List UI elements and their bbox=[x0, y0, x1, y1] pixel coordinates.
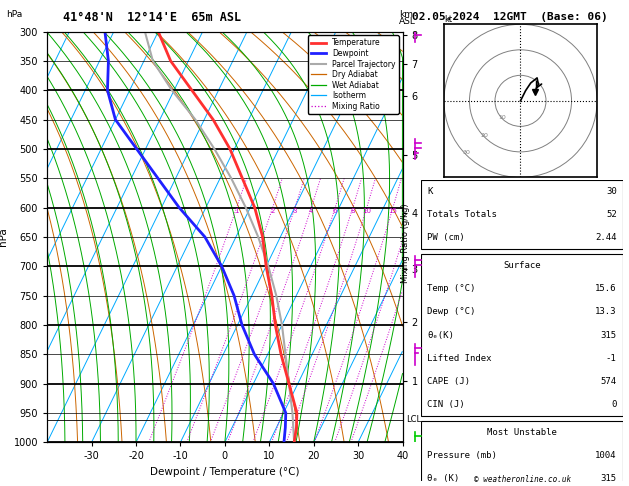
Text: Dewp (°C): Dewp (°C) bbox=[428, 308, 476, 316]
Y-axis label: hPa: hPa bbox=[0, 227, 8, 246]
Text: 315: 315 bbox=[601, 330, 616, 340]
Text: 315: 315 bbox=[601, 474, 616, 484]
Text: LCL: LCL bbox=[406, 416, 421, 424]
Text: 574: 574 bbox=[601, 377, 616, 386]
Text: CIN (J): CIN (J) bbox=[428, 400, 465, 409]
Text: CAPE (J): CAPE (J) bbox=[428, 377, 470, 386]
Text: 30: 30 bbox=[606, 187, 616, 196]
Text: 15: 15 bbox=[389, 208, 398, 213]
FancyBboxPatch shape bbox=[421, 421, 623, 486]
Text: kt: kt bbox=[444, 15, 452, 24]
X-axis label: Dewpoint / Temperature (°C): Dewpoint / Temperature (°C) bbox=[150, 467, 299, 477]
Text: 02.05.2024  12GMT  (Base: 06): 02.05.2024 12GMT (Base: 06) bbox=[412, 12, 608, 22]
Text: 15.6: 15.6 bbox=[595, 284, 616, 293]
Text: Mixing Ratio (g/kg): Mixing Ratio (g/kg) bbox=[401, 203, 410, 283]
Text: 1004: 1004 bbox=[595, 451, 616, 460]
Text: 8: 8 bbox=[350, 208, 355, 213]
FancyBboxPatch shape bbox=[421, 180, 623, 249]
Text: 41°48'N  12°14'E  65m ASL: 41°48'N 12°14'E 65m ASL bbox=[63, 11, 241, 23]
Text: Temp (°C): Temp (°C) bbox=[428, 284, 476, 293]
FancyBboxPatch shape bbox=[421, 254, 623, 417]
Text: 2: 2 bbox=[270, 208, 275, 213]
Text: K: K bbox=[428, 187, 433, 196]
Text: 10: 10 bbox=[362, 208, 371, 213]
Text: Pressure (mb): Pressure (mb) bbox=[428, 451, 498, 460]
Legend: Temperature, Dewpoint, Parcel Trajectory, Dry Adiabat, Wet Adiabat, Isotherm, Mi: Temperature, Dewpoint, Parcel Trajectory… bbox=[308, 35, 399, 114]
Text: 1: 1 bbox=[235, 208, 239, 213]
Text: 20: 20 bbox=[481, 133, 489, 138]
Text: km: km bbox=[399, 10, 413, 19]
Text: -1: -1 bbox=[606, 354, 616, 363]
Text: 3: 3 bbox=[292, 208, 297, 213]
Text: ASL: ASL bbox=[399, 17, 416, 26]
Text: 10: 10 bbox=[499, 115, 506, 120]
Text: 0: 0 bbox=[611, 400, 616, 409]
Text: 6: 6 bbox=[333, 208, 337, 213]
Text: 2.44: 2.44 bbox=[595, 233, 616, 243]
Text: © weatheronline.co.uk: © weatheronline.co.uk bbox=[474, 474, 571, 484]
Text: θₑ(K): θₑ(K) bbox=[428, 330, 454, 340]
Text: hPa: hPa bbox=[6, 10, 23, 19]
Text: θₑ (K): θₑ (K) bbox=[428, 474, 460, 484]
Text: 13.3: 13.3 bbox=[595, 308, 616, 316]
Text: Most Unstable: Most Unstable bbox=[487, 428, 557, 437]
Text: 4: 4 bbox=[309, 208, 313, 213]
Text: Surface: Surface bbox=[503, 261, 541, 270]
Text: 30: 30 bbox=[463, 151, 471, 156]
Text: 52: 52 bbox=[606, 210, 616, 219]
Text: PW (cm): PW (cm) bbox=[428, 233, 465, 243]
Text: Totals Totals: Totals Totals bbox=[428, 210, 498, 219]
Text: Lifted Index: Lifted Index bbox=[428, 354, 492, 363]
